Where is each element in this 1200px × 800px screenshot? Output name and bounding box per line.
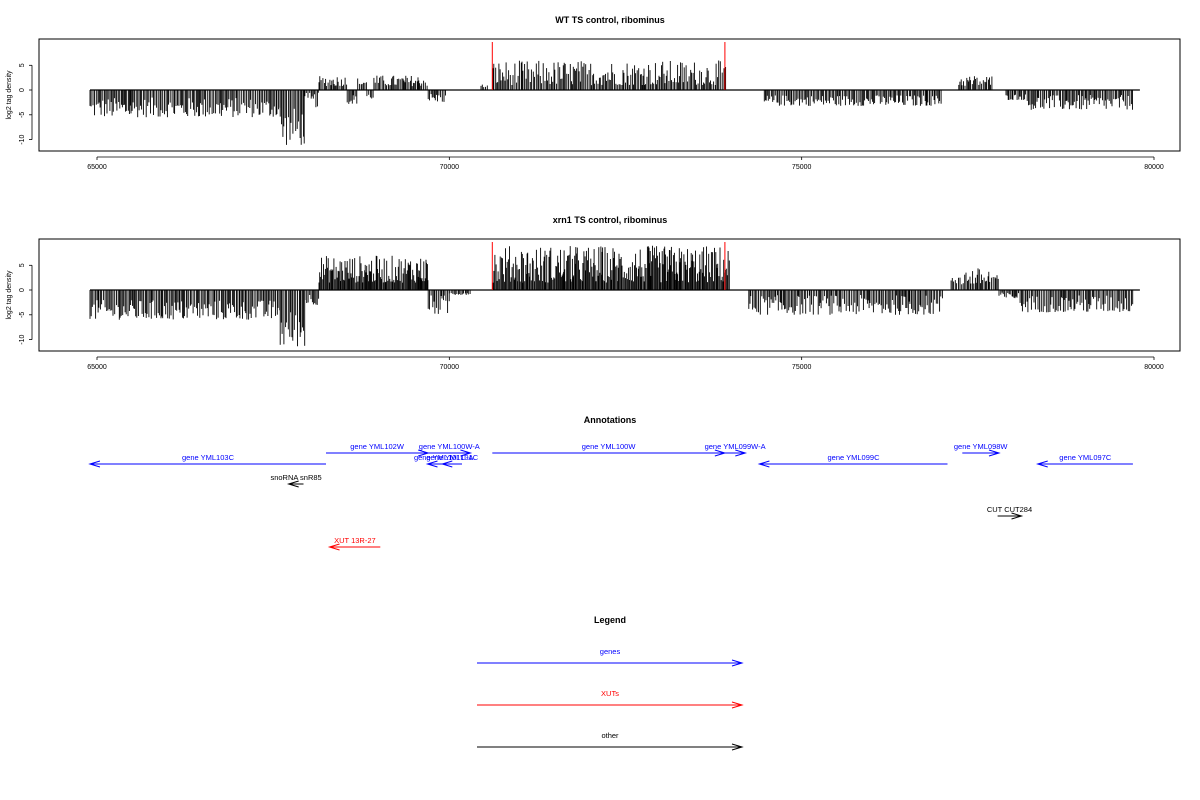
feature-arrow-head [327, 543, 340, 551]
feature-label: gene YML097C [1059, 453, 1112, 462]
feature-arrow-head [425, 460, 438, 468]
wt-y-axis-label: log2 tag density [6, 70, 13, 120]
feature-label: gene YML100W-A [419, 442, 480, 451]
y-tick-label: -10 [19, 134, 26, 144]
feature-arrow-head [88, 460, 101, 468]
feature-label: gene YML102W [350, 442, 405, 451]
legend-arrow-head [731, 701, 744, 709]
legend-arrow-head [731, 659, 744, 667]
wt-axes: 5 0 -5 -10 65000 70000 75000 80000 [19, 63, 1164, 171]
x-tick-label: 80000 [1144, 164, 1164, 171]
feature-arrow-head [286, 480, 299, 488]
feature-arrow-head [418, 449, 430, 457]
wt-plot-frame [38, 38, 1181, 152]
x-tick-label: 65000 [87, 364, 107, 371]
wt-bar-layer [89, 42, 1140, 145]
annotations-title: Annotations [584, 415, 637, 425]
feature-arrow-head [714, 449, 727, 457]
feature-arrow-head [440, 460, 453, 468]
y-tick-label: 0 [19, 88, 26, 92]
xrn1-density-panel: xrn1 TS control, ribominus log2 tag dens… [6, 215, 1181, 371]
feature-arrow-head [757, 460, 770, 468]
y-tick-label: 5 [19, 63, 26, 67]
feature-arrow-head [735, 449, 748, 457]
annotations-panel: Annotations gene YML103C gene YML102W gene… [88, 415, 1133, 551]
legend-title: Legend [594, 615, 626, 625]
x-tick-label: 80000 [1144, 364, 1164, 371]
x-tick-label: 75000 [792, 364, 812, 371]
legend-arrow-head [731, 743, 744, 751]
feature-arrow-head [460, 449, 473, 457]
feature-label: XUT 13R-27 [334, 536, 376, 545]
feature-label: gene YML101C [426, 453, 479, 462]
feature-arrow-head [1011, 512, 1024, 520]
feature-label: gene YML098W [954, 442, 1009, 451]
feature-arrow-head [1035, 460, 1048, 468]
legend-entries: genes XUTs other [477, 647, 744, 751]
legend-label: other [601, 731, 619, 740]
wt-panel-title: WT TS control, ribominus [555, 15, 665, 25]
feature-label: gene YML101C-A [414, 453, 473, 462]
xrn1-bar-layer [89, 242, 1140, 347]
xrn1-panel-title: xrn1 TS control, ribominus [553, 215, 668, 225]
y-tick-label: 0 [19, 288, 26, 292]
feature-label: gene YML103C [182, 453, 235, 462]
x-tick-label: 70000 [440, 164, 460, 171]
x-tick-label: 65000 [87, 164, 107, 171]
legend-panel: Legend genes XUTs other [477, 615, 744, 751]
y-tick-label: -10 [19, 334, 26, 344]
feature-label: snoRNA snR85 [270, 473, 321, 482]
y-tick-label: -5 [19, 312, 26, 318]
wt-density-panel: WT TS control, ribominus log2 tag densit… [6, 15, 1181, 171]
feature-label: gene YML099W-A [705, 442, 766, 451]
x-tick-label: 75000 [792, 164, 812, 171]
xrn1-axes: 5 0 -5 -10 65000 70000 75000 80000 [19, 263, 1164, 371]
y-tick-label: -5 [19, 112, 26, 118]
xrn1-y-axis-label: log2 tag density [6, 270, 13, 320]
x-tick-label: 70000 [440, 364, 460, 371]
y-tick-label: 5 [19, 263, 26, 267]
feature-label: gene YML099C [828, 453, 881, 462]
xrn1-plot-frame [38, 238, 1181, 352]
legend-label: XUTs [601, 689, 619, 698]
feature-label: gene YML100W [582, 442, 637, 451]
feature-label: CUT CUT284 [987, 505, 1032, 514]
legend-label: genes [600, 647, 621, 656]
feature-arrow-head [988, 449, 1001, 457]
